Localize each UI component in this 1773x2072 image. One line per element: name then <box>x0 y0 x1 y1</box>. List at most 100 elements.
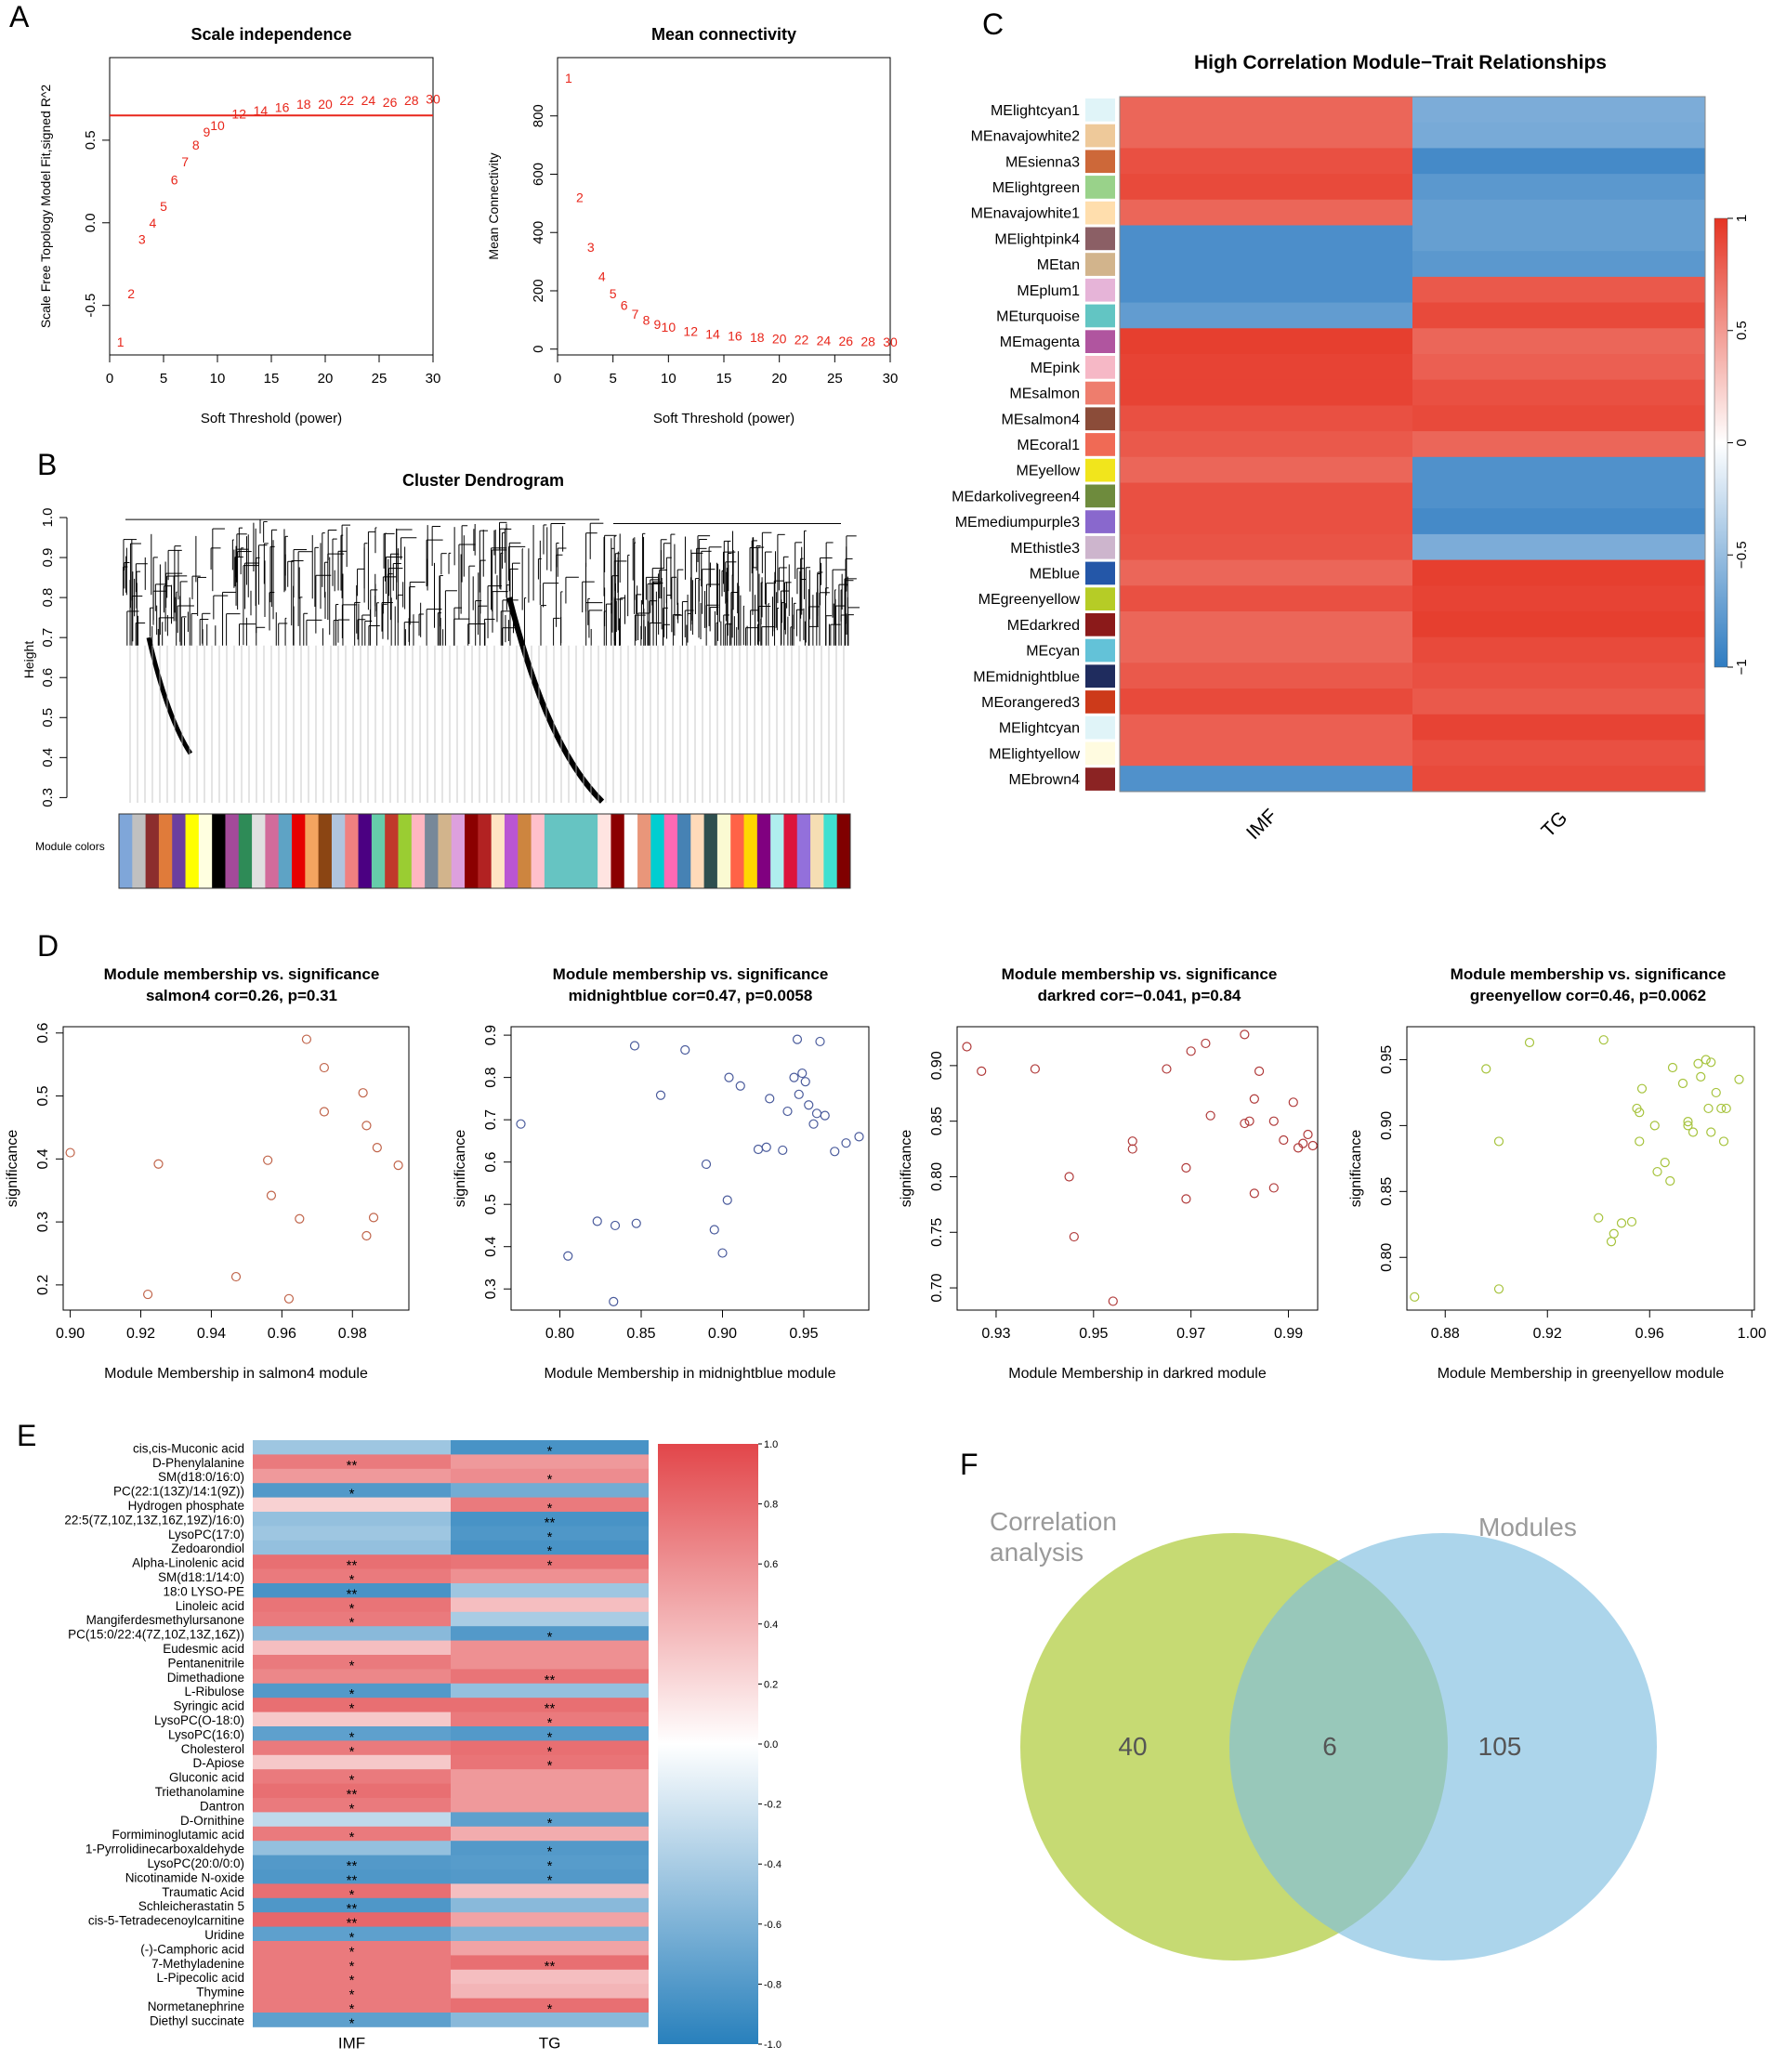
heatmap-e-cell-imf <box>253 1869 451 1884</box>
heatmap-e-sig-tg: * <box>547 1443 553 1459</box>
heatmap-c-row-label: MEblue <box>1030 566 1080 582</box>
heatmap-e-row-label: Hydrogen phosphate <box>128 1499 244 1513</box>
scatter-3-point <box>1240 1029 1250 1040</box>
module-color-segment <box>756 814 771 888</box>
heatmap-c-row-swatch <box>1085 253 1115 276</box>
scatter-3-xtick-label: 0.99 <box>1274 1326 1303 1342</box>
heatmap-e-row-label: cis-5-Tetradecenoylcarnitine <box>88 1914 244 1928</box>
module-color-segment <box>385 814 399 888</box>
module-color-segment <box>518 814 532 888</box>
heatmap-e-row-label: 18:0 LYSO-PE <box>163 1584 244 1598</box>
scatter-4-point <box>1524 1037 1535 1048</box>
module-color-segment <box>331 814 346 888</box>
heatmap-e-row-label: Pentanenitrile <box>167 1656 244 1670</box>
heatmap-c-cell-imf <box>1120 456 1412 483</box>
a-left-point-label: 18 <box>296 97 311 111</box>
scatter-2-point <box>610 1220 621 1231</box>
a-right-point-label: 14 <box>705 326 720 341</box>
a-left-point-label: 6 <box>171 173 178 188</box>
panel-f-venn: Correlation analysis Modules 40 6 105 <box>990 1507 1657 1961</box>
a-right-point-label: 18 <box>750 330 765 345</box>
scatter-4-point <box>1716 1103 1727 1114</box>
scatter-4-point <box>1598 1035 1609 1045</box>
heatmap-c-cell-tg <box>1412 225 1705 252</box>
a-right-xtick-label: 10 <box>661 371 676 387</box>
scatter-4-point <box>1718 1136 1729 1147</box>
scatter-4-point <box>1696 1071 1706 1082</box>
a-right-ylabel: Mean Connectivity <box>486 152 501 259</box>
scatter-1-ytick-label: 0.3 <box>35 1212 51 1232</box>
module-color-segment <box>558 814 572 888</box>
scatter-3-point <box>1186 1046 1196 1056</box>
heatmap-e-row-label: L-Ribulose <box>184 1685 244 1698</box>
a-left-ylabel: Scale Free Topology Model Fit,signed R^2 <box>38 85 53 329</box>
heatmap-c-cell-tg <box>1412 636 1705 663</box>
scatter-2-point <box>811 1108 822 1119</box>
scatter-1-point <box>372 1143 382 1153</box>
heatmap-e-cell-imf <box>253 1554 451 1569</box>
a-left-xtick-label: 5 <box>160 371 167 387</box>
a-right-point-label: 1 <box>565 71 572 85</box>
module-color-segment <box>292 814 306 888</box>
dendrogram-ytick-label: 1.0 <box>40 508 56 528</box>
heatmap-e-cell-tg <box>451 1540 649 1555</box>
heatmap-e-cell-tg <box>451 1998 649 2013</box>
a-left-point-label: 7 <box>181 154 189 169</box>
heatmap-e-row-label: Cholesterol <box>181 1742 244 1756</box>
heatmap-e-cell-tg <box>451 1969 649 1985</box>
heatmap-c-cell-tg <box>1412 533 1705 561</box>
heatmap-c-row-swatch <box>1085 510 1115 533</box>
scatter-4-xlabel: Module Membership in greenyellow module <box>1438 1366 1725 1382</box>
module-color-segment <box>132 814 147 888</box>
heatmap-e-cell-tg <box>451 1869 649 1884</box>
scatter-2-ytick-label: 0.5 <box>483 1194 499 1214</box>
heatmap-c-cell-imf <box>1120 276 1412 304</box>
module-color-segment <box>836 814 851 888</box>
heatmap-e-sig-imf: * <box>349 1773 355 1789</box>
a-left-xtick-label: 25 <box>372 371 387 387</box>
scatter-4-xtick-label: 0.88 <box>1431 1326 1460 1342</box>
heatmap-e-row-label: PC(22:1(13Z)/14:1(9Z)) <box>113 1485 244 1499</box>
heatmap-e-cell-tg <box>451 1440 649 1455</box>
heatmap-c-cell-tg <box>1412 276 1705 304</box>
heatmap-e-cell-imf <box>253 1454 451 1470</box>
heatmap-e-legend-label: -0.4 <box>764 1859 781 1870</box>
a-right-xtick-label: 30 <box>883 371 899 387</box>
heatmap-c-row-swatch <box>1085 227 1115 251</box>
scatter-3-point <box>1240 1118 1250 1129</box>
heatmap-e-cell-imf <box>253 1783 451 1799</box>
heatmap-e-cell-imf <box>253 1984 451 1999</box>
a-right-point-label: 9 <box>654 317 662 332</box>
module-color-segment <box>716 814 731 888</box>
heatmap-e-sig-tg: * <box>547 1501 553 1516</box>
module-colors-label: Module colors <box>35 840 105 853</box>
scatter-1-xtick-label: 0.94 <box>197 1326 226 1342</box>
heatmap-c-row-label: MEdarkred <box>1007 618 1080 634</box>
heatmap-c-cell-imf <box>1120 508 1412 535</box>
scatter-2-point <box>815 1036 825 1047</box>
heatmap-c-cell-tg <box>1412 97 1705 124</box>
dendrogram-ylabel: Height <box>21 641 36 679</box>
scatter-2-point <box>709 1225 719 1235</box>
a-left-xlabel: Soft Threshold (power) <box>201 411 342 426</box>
module-color-segment <box>358 814 373 888</box>
heatmap-e-cell-tg <box>451 1626 649 1641</box>
scatter-2-point <box>800 1077 810 1087</box>
module-color-segment <box>119 814 133 888</box>
scatter-1-xlabel: Module Membership in salmon4 module <box>104 1366 368 1382</box>
a-left-point-label: 14 <box>254 103 269 118</box>
scatter-2-point <box>701 1159 712 1170</box>
heatmap-c-row-swatch <box>1085 278 1115 302</box>
heatmap-e-row-label: Alpha-Linolenic acid <box>132 1556 244 1570</box>
a-right-point-label: 7 <box>632 307 639 321</box>
heatmap-c-row-label: MEdarkolivegreen4 <box>952 489 1080 505</box>
a-right-point-label: 12 <box>683 323 698 338</box>
module-color-segment <box>158 814 173 888</box>
heatmap-e-legend-label: -0.6 <box>764 1920 781 1931</box>
heatmap-c-row-swatch <box>1085 330 1115 353</box>
scatter-3-point <box>1268 1116 1279 1126</box>
heatmap-e-cell-tg <box>451 1926 649 1942</box>
scatter-2-point <box>735 1081 745 1091</box>
module-color-segment <box>185 814 200 888</box>
heatmap-c-row-label: MEcyan <box>1026 644 1080 660</box>
